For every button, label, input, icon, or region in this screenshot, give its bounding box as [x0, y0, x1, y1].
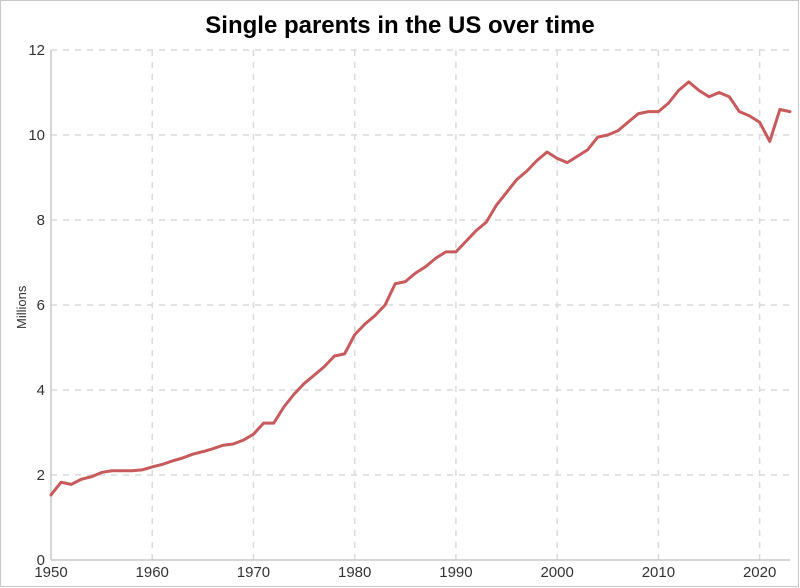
- series-line: [51, 82, 790, 495]
- data-line: [51, 82, 790, 495]
- x-tick-label: 2020: [740, 564, 780, 581]
- y-tick-label: 4: [37, 382, 45, 399]
- y-tick-label: 2: [37, 467, 45, 484]
- x-tick-label: 1990: [436, 564, 476, 581]
- y-tick-label: 6: [37, 297, 45, 314]
- x-tick-label: 1970: [233, 564, 273, 581]
- y-tick-label: 8: [37, 212, 45, 229]
- x-tick-label: 2000: [537, 564, 577, 581]
- x-tick-label: 1960: [132, 564, 172, 581]
- gridlines: [51, 50, 790, 560]
- x-tick-label: 2010: [638, 564, 678, 581]
- y-tick-label: 10: [28, 127, 45, 144]
- chart-plot-area: [0, 0, 800, 588]
- y-tick-label: 12: [28, 42, 45, 59]
- x-tick-label: 1980: [335, 564, 375, 581]
- x-tick-label: 1950: [31, 564, 71, 581]
